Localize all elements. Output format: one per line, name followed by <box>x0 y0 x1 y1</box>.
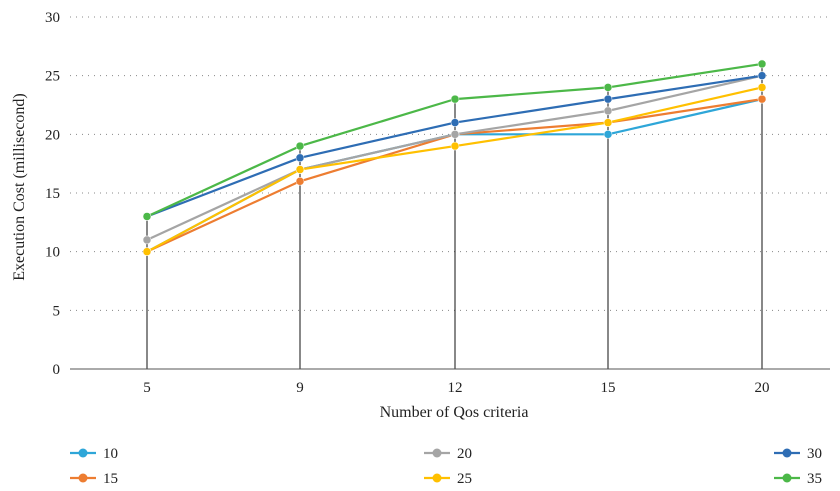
y-tick-label: 25 <box>45 69 60 85</box>
y-tick-label: 0 <box>53 362 61 378</box>
data-point-35 <box>295 141 305 151</box>
legend-label: 35 <box>807 471 822 487</box>
x-tick-label: 12 <box>448 380 463 396</box>
x-tick-label: 15 <box>601 380 616 396</box>
legend-swatch-marker <box>782 473 792 483</box>
data-point-25 <box>603 118 613 127</box>
data-point-15 <box>295 177 305 186</box>
y-tick-label: 10 <box>45 245 60 261</box>
x-tick-label: 9 <box>296 380 304 396</box>
y-tick-label: 30 <box>45 10 60 26</box>
data-point-25 <box>757 83 767 92</box>
legend-label: 25 <box>457 471 472 487</box>
drop-lines <box>146 63 763 369</box>
data-point-30 <box>450 118 460 127</box>
data-point-25 <box>295 165 305 174</box>
legend-label: 20 <box>457 446 472 462</box>
data-point-35 <box>757 59 767 69</box>
x-axis-title: Number of Qos criteria <box>380 404 529 421</box>
data-point-25 <box>450 141 460 151</box>
legend-label: 15 <box>103 471 118 487</box>
y-axis-ticks: 0 5 10 15 20 25 30 <box>45 10 60 378</box>
y-tick-label: 15 <box>45 186 60 202</box>
legend-label: 10 <box>103 446 118 462</box>
data-point-35 <box>603 83 613 92</box>
data-point-10 <box>603 130 613 139</box>
legend-swatch-marker <box>78 473 88 483</box>
x-tick-label: 5 <box>143 380 151 396</box>
legend-swatch-marker <box>432 473 442 483</box>
legend-swatch-marker <box>432 448 442 458</box>
data-point-20 <box>142 235 152 245</box>
gridlines <box>70 16 830 311</box>
data-point-25 <box>142 247 152 256</box>
y-tick-label: 20 <box>45 127 60 143</box>
data-point-20 <box>450 130 460 139</box>
x-axis-ticks: 5 9 12 15 20 <box>143 380 769 396</box>
x-tick-label: 20 <box>755 380 770 396</box>
data-point-30 <box>757 71 767 80</box>
legend-label: 30 <box>807 446 822 462</box>
data-point-35 <box>142 212 152 221</box>
legend: 10 15 20 25 30 35 <box>70 446 822 487</box>
y-tick-label: 5 <box>53 303 61 319</box>
series-points <box>142 59 767 256</box>
data-point-35 <box>450 94 460 104</box>
legend-swatch-marker <box>782 448 792 458</box>
legend-swatch-marker <box>78 448 88 458</box>
y-axis-title: Execution Cost (millisecond) <box>11 93 28 281</box>
data-point-30 <box>603 94 613 104</box>
data-point-15 <box>757 94 767 104</box>
data-point-20 <box>603 106 613 116</box>
data-point-30 <box>295 153 305 163</box>
